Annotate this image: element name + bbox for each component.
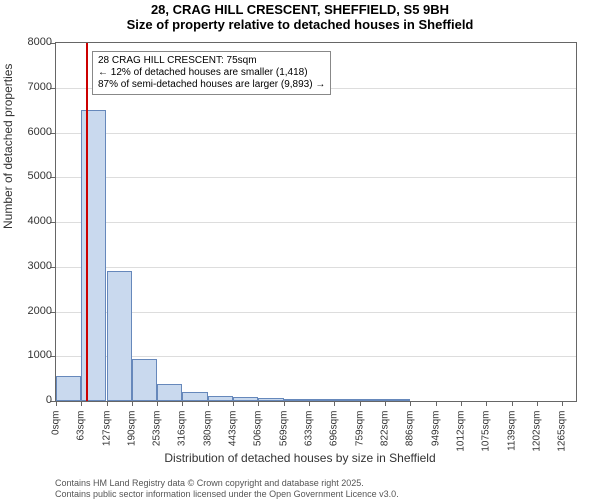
x-tick: [309, 401, 310, 406]
x-tick: [107, 401, 108, 406]
x-tick: [182, 401, 183, 406]
x-tick: [157, 401, 158, 406]
annotation-box: 28 CRAG HILL CRESCENT: 75sqm← 12% of det…: [92, 51, 331, 95]
credit-line-1: Contains HM Land Registry data © Crown c…: [55, 478, 399, 489]
histogram-bar: [182, 392, 207, 401]
chart-title-subtitle: Size of property relative to detached ho…: [0, 17, 600, 32]
y-tick-label: 2000: [28, 305, 52, 317]
gridline: [56, 356, 576, 357]
y-tick-label: 4000: [28, 215, 52, 227]
credits-block: Contains HM Land Registry data © Crown c…: [55, 478, 399, 500]
y-tick-label: 7000: [28, 81, 52, 93]
reference-line: [86, 43, 88, 401]
x-tick: [385, 401, 386, 406]
histogram-bar: [132, 359, 157, 402]
histogram-bar: [81, 110, 106, 401]
y-tick-label: 0: [46, 394, 52, 406]
x-tick: [562, 401, 563, 406]
x-tick: [486, 401, 487, 406]
histogram-bar: [157, 384, 182, 401]
chart-plot-area: 0sqm63sqm127sqm190sqm253sqm316sqm380sqm4…: [55, 42, 577, 402]
gridline: [56, 133, 576, 134]
annotation-line: 87% of semi-detached houses are larger (…: [98, 79, 325, 91]
histogram-bar: [309, 399, 334, 401]
gridline: [56, 312, 576, 313]
x-tick: [132, 401, 133, 406]
x-tick: [410, 401, 411, 406]
y-tick-label: 1000: [28, 349, 52, 361]
y-tick-label: 8000: [28, 36, 52, 48]
y-tick-label: 3000: [28, 260, 52, 272]
histogram-bar: [385, 399, 410, 401]
x-tick: [258, 401, 259, 406]
chart-title-address: 28, CRAG HILL CRESCENT, SHEFFIELD, S5 9B…: [0, 2, 600, 17]
annotation-line: ← 12% of detached houses are smaller (1,…: [98, 67, 325, 79]
gridline: [56, 177, 576, 178]
histogram-bar: [360, 399, 385, 401]
gridline: [56, 267, 576, 268]
histogram-bar: [56, 376, 81, 401]
histogram-bar: [208, 396, 233, 401]
x-tick: [461, 401, 462, 406]
x-tick: [436, 401, 437, 406]
histogram-bar: [334, 399, 359, 401]
histogram-bar: [107, 271, 132, 401]
x-tick: [360, 401, 361, 406]
x-tick: [334, 401, 335, 406]
x-tick: [208, 401, 209, 406]
x-tick: [537, 401, 538, 406]
x-tick: [284, 401, 285, 406]
y-tick-label: 6000: [28, 126, 52, 138]
histogram-bar: [258, 398, 283, 401]
y-tick-label: 5000: [28, 170, 52, 182]
x-tick: [233, 401, 234, 406]
x-tick: [512, 401, 513, 406]
histogram-bar: [233, 397, 258, 401]
gridline: [56, 222, 576, 223]
annotation-line: 28 CRAG HILL CRESCENT: 75sqm: [98, 55, 325, 67]
y-axis-label: Number of detached properties: [1, 64, 15, 229]
x-tick: [81, 401, 82, 406]
histogram-bar: [284, 399, 309, 401]
credit-line-2: Contains public sector information licen…: [55, 489, 399, 500]
x-tick: [56, 401, 57, 406]
x-axis-label: Distribution of detached houses by size …: [0, 451, 600, 465]
